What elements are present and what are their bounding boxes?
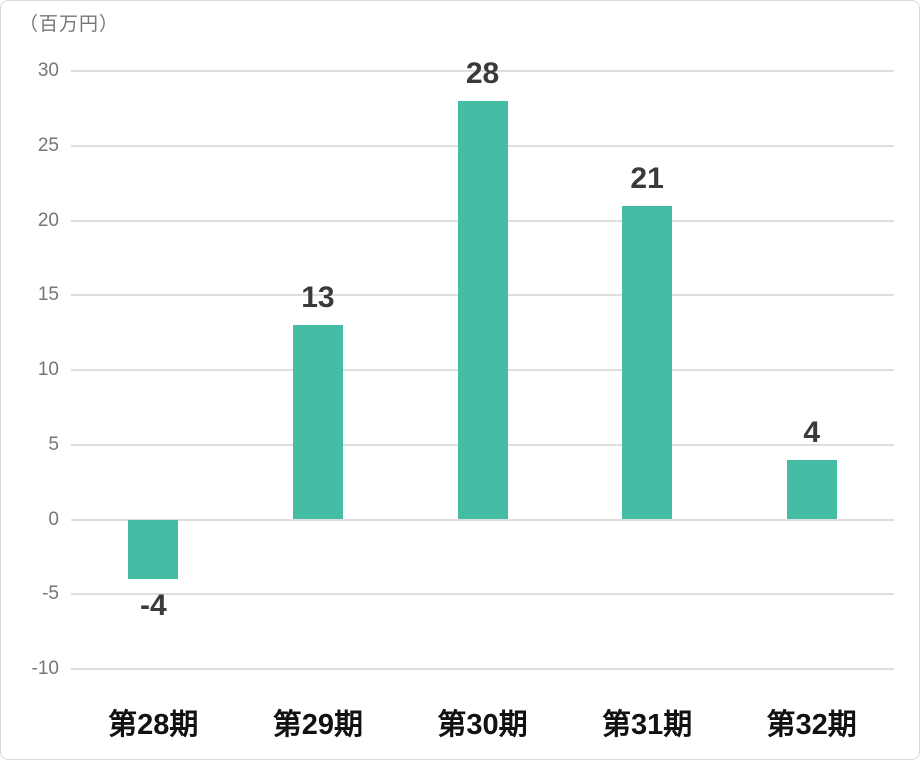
y-tick-label: 0 (48, 508, 59, 530)
bar-value-label: 4 (803, 415, 821, 449)
y-tick-label: 10 (37, 359, 59, 380)
bar-第32期 (786, 459, 837, 520)
y-tick-label: 25 (37, 134, 59, 156)
bar-value-label: 13 (301, 281, 335, 315)
plot-area: -4 13 28 21 4 (71, 57, 894, 670)
bar-value-label: -4 (139, 589, 167, 623)
x-category-label: 第32期 (766, 709, 857, 741)
y-tick-label: -5 (42, 583, 59, 605)
gridline (71, 593, 894, 596)
x-category-label: 第30期 (437, 709, 528, 741)
y-tick-label: -10 (31, 658, 59, 679)
y-tick-label: 5 (48, 433, 59, 455)
x-category-label: 第28期 (108, 709, 199, 741)
y-tick-label: 30 (37, 60, 59, 81)
gridline (71, 518, 894, 521)
bar-第31期 (622, 205, 673, 520)
gridline (71, 70, 894, 72)
bar-第29期 (292, 325, 343, 520)
x-category-label: 第29期 (272, 709, 364, 741)
x-category-label: 第31期 (601, 709, 693, 741)
bar-value-label: 28 (465, 56, 500, 90)
gridline (71, 668, 894, 670)
y-axis-unit-label: （百万円） (19, 14, 120, 35)
bar-value-label: 21 (630, 161, 664, 195)
y-tick-label: 20 (37, 209, 59, 231)
y-tick-label: 15 (37, 284, 59, 306)
bar-第30期 (457, 100, 508, 520)
bar-第28期 (128, 519, 179, 580)
